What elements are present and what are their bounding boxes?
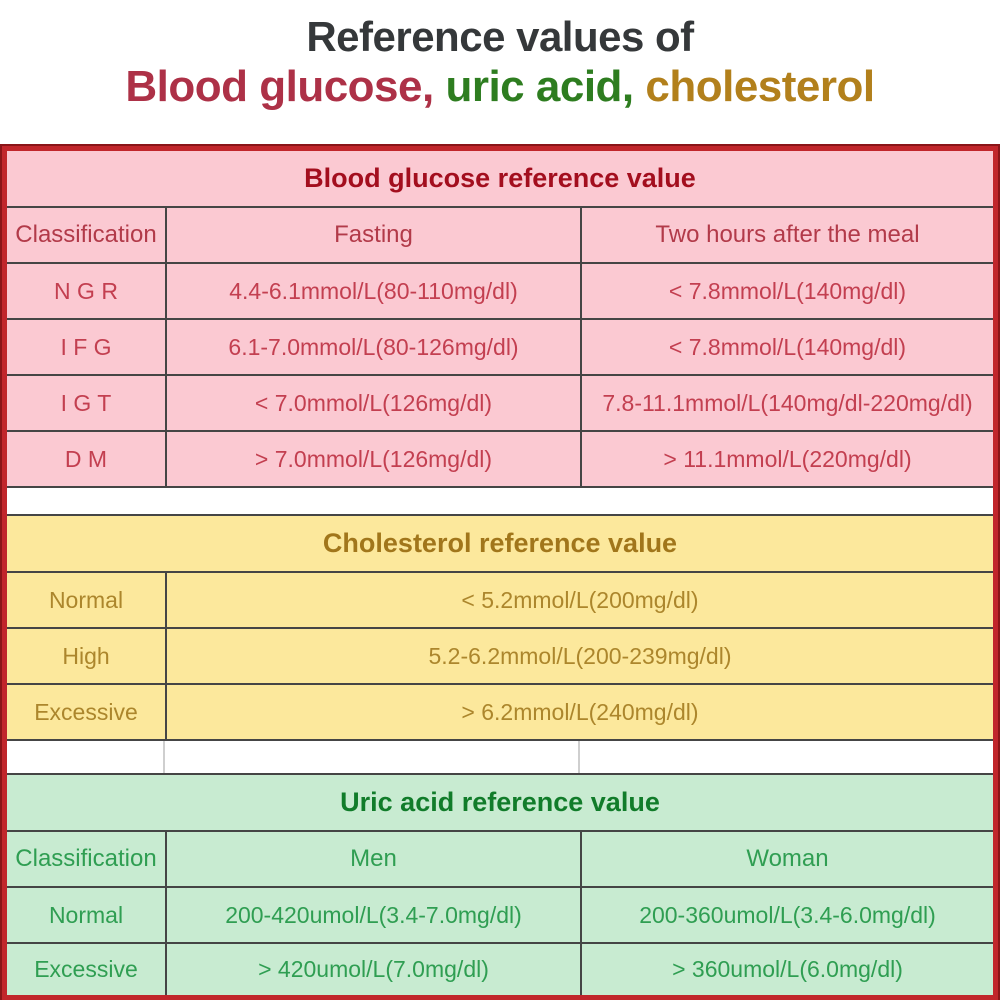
reference-tables-board: Blood glucose reference value Classifica… (2, 146, 998, 1000)
woman-value: 200-360umol/L(3.4-6.0mg/dl) (580, 888, 993, 942)
row-label: D M (64, 445, 108, 472)
table-row-dm: D M > 7.0mmol/L(126mg/dl) > 11.1mmol/L(2… (7, 430, 993, 486)
fasting-value: 4.4-6.1mmol/L(80-110mg/dl) (165, 264, 580, 318)
subtitle-blood-glucose: Blood glucose, (125, 62, 434, 112)
section-spacer (7, 739, 993, 775)
cholesterol-table: Cholesterol reference value Normal < 5.2… (7, 516, 993, 739)
row-label: I F G (60, 333, 112, 360)
after-meal-value: 7.8-11.1mmol/L(140mg/dl-220mg/dl) (580, 376, 993, 430)
page-title: Reference values of (306, 13, 694, 60)
page-subtitle: Blood glucose, uric acid, cholesterol (0, 62, 1000, 112)
table-row-high: High 5.2-6.2mmol/L(200-239mg/dl) (7, 627, 993, 683)
column-header-classification: Classification (15, 221, 157, 248)
column-header-fasting: Fasting (165, 208, 580, 262)
row-label: Normal (48, 901, 124, 928)
uric-acid-column-header-row: Classification Men Woman (7, 830, 993, 886)
woman-value: > 360umol/L(6.0mg/dl) (580, 944, 993, 995)
fasting-value: > 7.0mmol/L(126mg/dl) (165, 432, 580, 486)
divider-line (578, 741, 580, 773)
row-label: I G T (60, 389, 112, 416)
uric-acid-title: Uric acid reference value (340, 787, 660, 817)
men-value: > 420umol/L(7.0mg/dl) (165, 944, 580, 995)
uric-acid-title-row: Uric acid reference value (7, 775, 993, 830)
table-row-excessive: Excessive > 6.2mmol/L(240mg/dl) (7, 683, 993, 739)
section-spacer (7, 486, 993, 516)
row-label: Excessive (34, 698, 138, 725)
row-label: Normal (48, 586, 124, 613)
table-row-normal: Normal < 5.2mmol/L(200mg/dl) (7, 571, 993, 627)
cholesterol-title-row: Cholesterol reference value (7, 516, 993, 571)
row-label: N G R (54, 277, 118, 304)
column-header-men: Men (165, 832, 580, 886)
table-row-igt: I G T < 7.0mmol/L(126mg/dl) 7.8-11.1mmol… (7, 374, 993, 430)
table-row-ifg: I F G 6.1-7.0mmol/L(80-126mg/dl) < 7.8mm… (7, 318, 993, 374)
blood-glucose-title-row: Blood glucose reference value (7, 151, 993, 206)
cholesterol-value: 5.2-6.2mmol/L(200-239mg/dl) (165, 629, 993, 683)
after-meal-value: < 7.8mmol/L(140mg/dl) (580, 264, 993, 318)
subtitle-cholesterol: cholesterol (633, 62, 875, 112)
cholesterol-value: > 6.2mmol/L(240mg/dl) (165, 685, 993, 739)
row-label: Excessive (34, 956, 138, 982)
row-label: High (62, 642, 110, 669)
men-value: 200-420umol/L(3.4-7.0mg/dl) (165, 888, 580, 942)
column-header-woman: Woman (580, 832, 993, 886)
divider-line (163, 741, 165, 773)
column-header-classification: Classification (15, 845, 157, 872)
title-block: Reference values of Blood glucose, uric … (0, 0, 1000, 146)
table-row-ngr: N G R 4.4-6.1mmol/L(80-110mg/dl) < 7.8mm… (7, 262, 993, 318)
fasting-value: < 7.0mmol/L(126mg/dl) (165, 376, 580, 430)
fasting-value: 6.1-7.0mmol/L(80-126mg/dl) (165, 320, 580, 374)
after-meal-value: > 11.1mmol/L(220mg/dl) (580, 432, 993, 486)
subtitle-uric-acid: uric acid, (433, 62, 634, 112)
after-meal-value: < 7.8mmol/L(140mg/dl) (580, 320, 993, 374)
column-header-two-hours-after-meal: Two hours after the meal (580, 208, 993, 262)
cholesterol-value: < 5.2mmol/L(200mg/dl) (165, 573, 993, 627)
uric-acid-table: Uric acid reference value Classification… (7, 775, 993, 995)
blood-glucose-column-header-row: Classification Fasting Two hours after t… (7, 206, 993, 262)
cholesterol-title: Cholesterol reference value (322, 528, 678, 558)
table-row-excessive: Excessive > 420umol/L(7.0mg/dl) > 360umo… (7, 942, 993, 995)
blood-glucose-table: Blood glucose reference value Classifica… (7, 151, 993, 486)
blood-glucose-title: Blood glucose reference value (304, 163, 696, 193)
table-row-normal: Normal 200-420umol/L(3.4-7.0mg/dl) 200-3… (7, 886, 993, 942)
